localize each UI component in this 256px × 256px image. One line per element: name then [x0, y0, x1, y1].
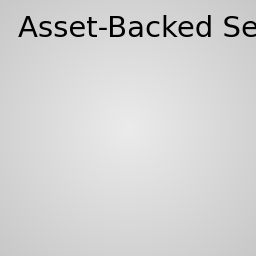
Bar — [76, 208, 90, 210]
Bar — [119, 209, 133, 210]
Bar — [90, 207, 104, 210]
Bar — [32, 125, 46, 210]
Bar — [177, 205, 190, 210]
Bar — [220, 206, 234, 210]
Legend: 2023, 2032: 2023, 2032 — [30, 0, 240, 23]
Bar — [133, 207, 147, 210]
Text: Asset-Backed Securities Market, By Asset Class, 2023 & 2032: Asset-Backed Securities Market, By Asset… — [18, 15, 256, 43]
Text: 4362.85: 4362.85 — [1, 145, 67, 160]
Bar — [46, 68, 60, 210]
Bar — [163, 207, 177, 210]
Y-axis label: Market Size in USD Billion: Market Size in USD Billion — [0, 19, 7, 232]
Bar — [206, 208, 220, 210]
